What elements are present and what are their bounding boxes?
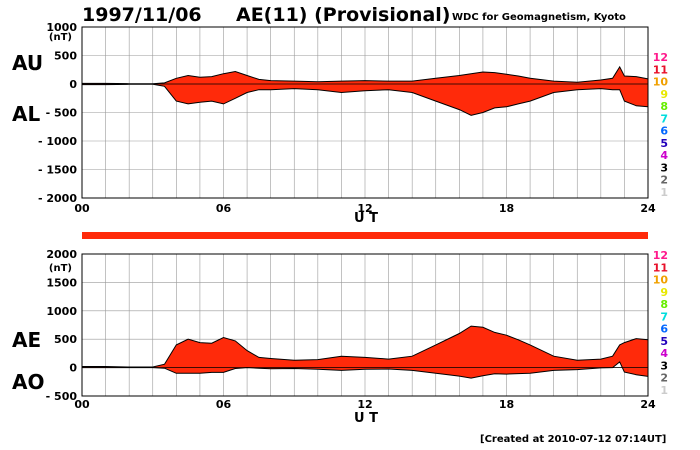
x-tick-label: 18 (499, 398, 514, 411)
x-tick-label: 00 (74, 398, 90, 411)
legend-entry-8: 8 (660, 298, 668, 311)
side-label-al: AL (12, 102, 40, 126)
y-tick-label: - 1500 (38, 164, 77, 177)
y-tick-label: - 2000 (38, 192, 77, 205)
units-label: (nT) (49, 263, 72, 274)
y-tick-label: 500 (54, 50, 77, 63)
x-axis-label: U T (354, 411, 378, 426)
y-tick-label: 500 (54, 333, 77, 346)
x-tick-label: 24 (640, 202, 656, 215)
series-line-ao (82, 361, 649, 379)
source-label: WDC for Geomagnetism, Kyoto (452, 12, 626, 23)
plot-frame (81, 253, 649, 397)
x-tick-label: 24 (640, 398, 656, 411)
legend-entry-12: 12 (653, 51, 668, 64)
x-tick-label: 12 (357, 202, 372, 215)
x-tick-label: 00 (74, 202, 90, 215)
side-label-au: AU (12, 51, 43, 75)
index-title: AE(11) (Provisional) (236, 4, 450, 26)
x-tick-label: 18 (499, 202, 514, 215)
side-label-ao: AO (12, 370, 44, 394)
area-fill (82, 326, 648, 379)
legend-entry-2: 2 (660, 372, 668, 385)
legend-entry-11: 11 (653, 63, 668, 76)
legend-entry-5: 5 (660, 335, 668, 348)
plot-frame (81, 26, 649, 199)
legend-entry-8: 8 (660, 100, 668, 113)
y-tick-label: 0 (69, 78, 77, 91)
separator-strip (82, 232, 648, 239)
legend-entry-1: 1 (660, 186, 668, 199)
y-tick-label: 1500 (46, 276, 77, 289)
series-line-au (82, 65, 649, 85)
units-label: (nT) (49, 32, 72, 43)
series-line-al (82, 83, 649, 116)
date-title: 1997/11/06 (82, 4, 202, 26)
legend-entry-6: 6 (660, 125, 668, 138)
side-label-ae: AE (12, 328, 41, 352)
y-tick-label: 1000 (46, 305, 77, 318)
y-tick-label: 0 (69, 362, 77, 375)
legend-entry-7: 7 (660, 310, 668, 323)
legend-entry-9: 9 (660, 88, 668, 101)
au-al-panel: (nT) AU AL U T 1000 500 0 - 500 - 1000 - 1500… (12, 21, 656, 226)
grid (82, 27, 648, 198)
x-axis-label: U T (354, 211, 378, 226)
series-line-ae (82, 325, 649, 368)
legend-entry-11: 11 (653, 261, 668, 274)
legend-entry-1: 1 (660, 384, 668, 397)
created-timestamp: [Created at 2010-07-12 07:14UT] (480, 434, 666, 445)
y-tick-label: - 1000 (38, 135, 77, 148)
legend-entry-5: 5 (660, 137, 668, 150)
y-tick-label: - 500 (46, 390, 78, 403)
y-tick-label: 2000 (46, 248, 77, 261)
legend-entry-7: 7 (660, 112, 668, 125)
legend-entry-2: 2 (660, 174, 668, 187)
legend-entry-12: 12 (653, 249, 668, 262)
legend-entry-4: 4 (660, 347, 668, 360)
legend-entry-3: 3 (660, 359, 668, 372)
legend-entry-9: 9 (660, 286, 668, 299)
legend-entry-6: 6 (660, 323, 668, 336)
legend-entry-10: 10 (653, 76, 669, 89)
grid (82, 254, 648, 396)
area-fill (82, 66, 648, 116)
legend-entry-10: 10 (653, 274, 669, 287)
x-tick-label: 06 (216, 202, 232, 215)
x-tick-label: 12 (357, 398, 372, 411)
y-tick-label: - 500 (46, 107, 78, 120)
legend-entry-4: 4 (660, 149, 668, 162)
x-tick-label: 06 (216, 398, 232, 411)
legend-entry-3: 3 (660, 161, 668, 174)
y-tick-label: 1000 (46, 21, 77, 34)
